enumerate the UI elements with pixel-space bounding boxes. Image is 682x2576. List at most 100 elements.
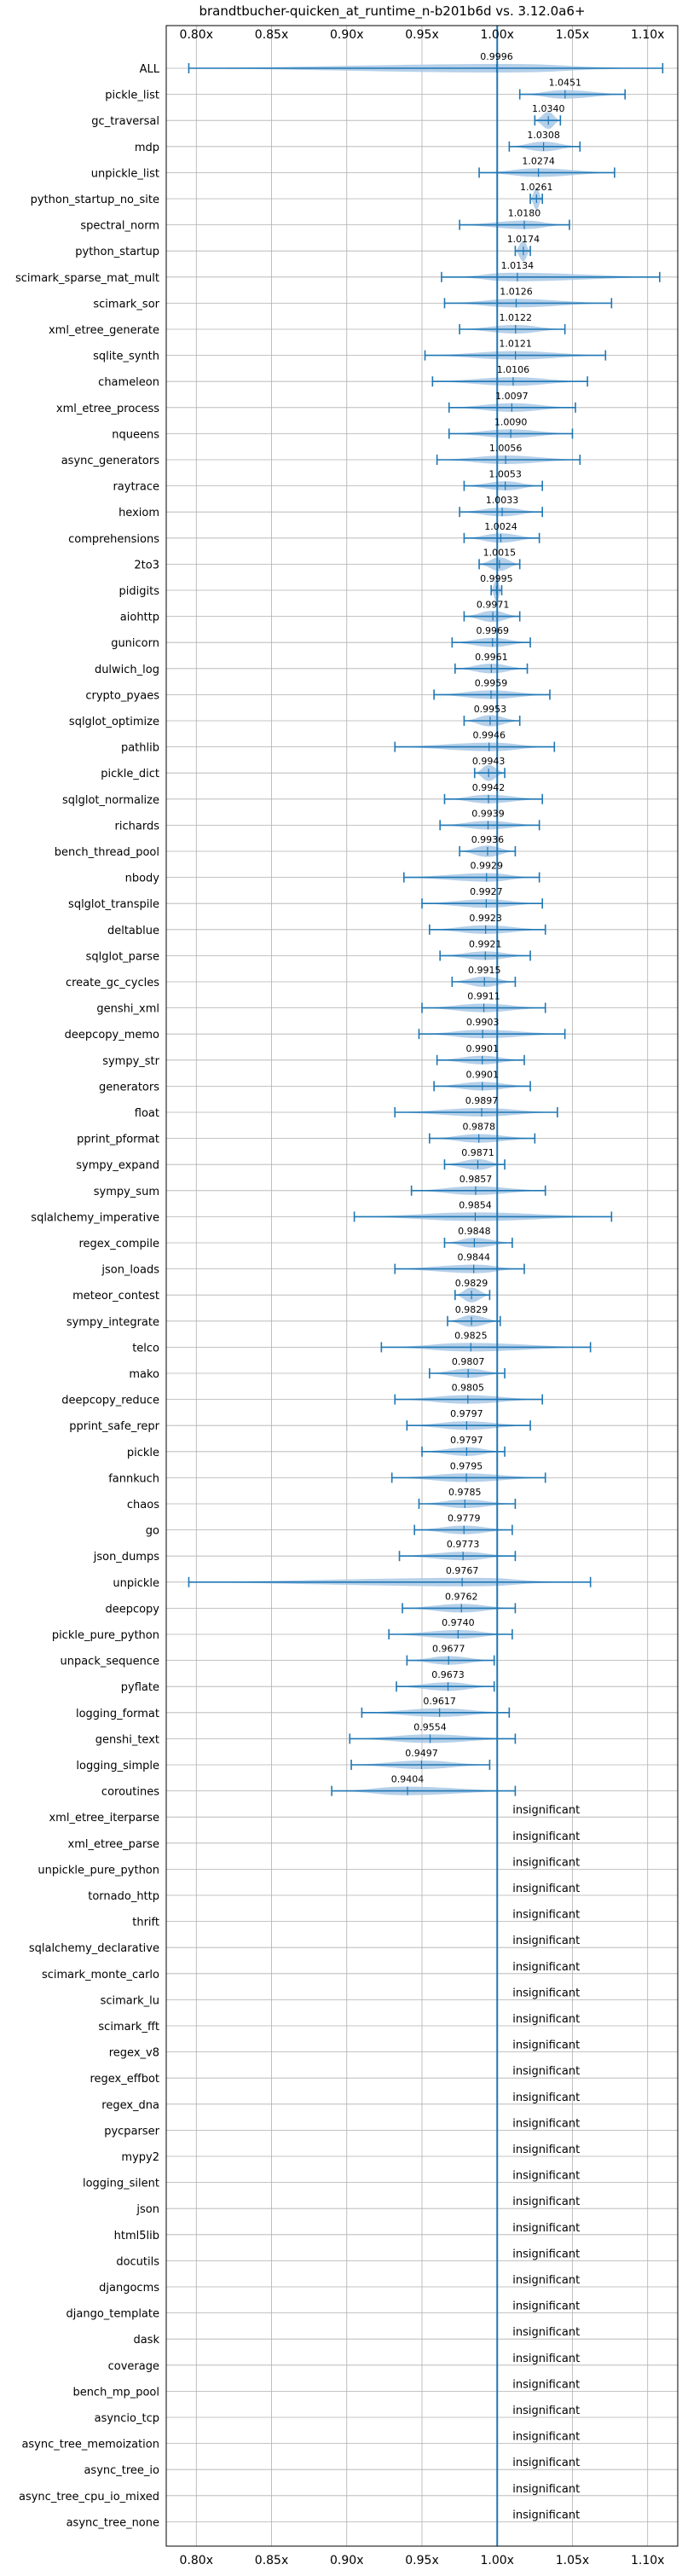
x-tick-label-top: 1.10x <box>631 28 664 42</box>
benchmark-label: scimark_lu <box>101 1994 159 2007</box>
median-value-label: 0.9795 <box>450 1460 483 1471</box>
median-value-label: 0.9844 <box>457 1252 490 1263</box>
benchmark-label: bench_thread_pool <box>55 846 159 859</box>
benchmark-label: xml_etree_generate <box>49 324 159 337</box>
median-value-label: 0.9939 <box>471 808 505 819</box>
benchmark-label: pycparser <box>104 2125 159 2138</box>
benchmark-label: unpack_sequence <box>60 1656 159 1668</box>
median-value-label: 1.0134 <box>501 260 535 271</box>
benchmark-label: pprint_safe_repr <box>69 1420 159 1433</box>
benchmark-label: gc_traversal <box>91 115 159 128</box>
benchmark-label: unpickle <box>113 1577 159 1590</box>
x-tick-label-top: 0.95x <box>405 28 438 42</box>
median-value-label: 1.0024 <box>484 521 517 532</box>
benchmark-label: deepcopy_memo <box>65 1029 159 1041</box>
median-value-label: 0.9923 <box>469 913 502 924</box>
benchmark-label: create_gc_cycles <box>66 977 159 989</box>
median-value-label: 1.0340 <box>532 103 565 114</box>
benchmark-label: sympy_integrate <box>66 1316 159 1329</box>
insignificant-label: insignificant <box>512 2013 580 2026</box>
benchmark-label: django_template <box>66 2308 159 2321</box>
insignificant-label: insignificant <box>512 2092 580 2104</box>
median-value-label: 0.9971 <box>477 600 510 611</box>
plot-frame <box>165 25 679 2547</box>
benchmark-label: deepcopy_reduce <box>61 1395 159 1407</box>
benchmark-label: sqlglot_parse <box>86 950 159 963</box>
insignificant-label: insignificant <box>512 2039 580 2052</box>
x-tick-label-bottom: 0.85x <box>255 2554 288 2567</box>
median-value-label: 1.0180 <box>508 208 541 219</box>
median-value-label: 0.9767 <box>446 1565 479 1576</box>
median-value-label: 1.0033 <box>486 495 519 506</box>
benchmark-label: dulwich_log <box>95 664 159 676</box>
insignificant-label: insignificant <box>512 2248 580 2260</box>
benchmark-label: pickle_dict <box>101 768 159 780</box>
benchmark-label: logging_format <box>76 1708 159 1720</box>
median-value-label: 1.0090 <box>494 416 528 427</box>
benchmark-label: crypto_pyaes <box>85 689 159 702</box>
median-value-label: 0.9929 <box>470 861 503 872</box>
benchmark-label: xml_etree_iterparse <box>49 1812 159 1825</box>
benchmark-label: thrift <box>132 1917 159 1929</box>
median-value-label: 0.9921 <box>469 938 502 949</box>
median-value-label: 0.9829 <box>455 1304 488 1315</box>
benchmark-label: deepcopy <box>105 1603 159 1616</box>
insignificant-label: insignificant <box>512 1987 580 1999</box>
benchmark-label: async_tree_io <box>84 2464 159 2477</box>
benchmark-label: nqueens <box>112 428 159 441</box>
benchmark-label: pickle_pure_python <box>52 1629 159 1642</box>
insignificant-label: insignificant <box>512 1883 580 1895</box>
median-value-label: 0.9927 <box>470 886 503 897</box>
benchmark-label: json_loads <box>101 1264 159 1277</box>
benchmark-label: pidigits <box>119 585 160 598</box>
median-value-label: 0.9942 <box>472 782 506 793</box>
insignificant-label: insignificant <box>512 2457 580 2469</box>
insignificant-label: insignificant <box>512 2405 580 2417</box>
benchmark-label: pyflate <box>121 1681 159 1694</box>
benchmark-label: regex_v8 <box>109 2047 159 2060</box>
benchmark-label: xml_etree_parse <box>68 1838 159 1851</box>
benchmark-label: mdp <box>135 142 159 154</box>
insignificant-label: insignificant <box>512 2300 580 2313</box>
benchmark-label: telco <box>132 1342 159 1355</box>
benchmark-label: dask <box>133 2334 159 2347</box>
insignificant-label: insignificant <box>512 2378 580 2391</box>
benchmark-label: 2to3 <box>134 559 159 571</box>
benchmark-label: async_tree_none <box>66 2516 159 2529</box>
benchmark-label: scimark_sparse_mat_mult <box>15 272 159 285</box>
benchmark-label: unpickle_list <box>91 167 159 180</box>
benchmark-label: xml_etree_process <box>56 403 159 415</box>
median-value-label: 0.9996 <box>480 51 513 62</box>
benchmark-label: regex_compile <box>78 1238 159 1250</box>
median-value-label: 0.9936 <box>471 834 505 845</box>
benchmark-label: fannkuch <box>108 1472 159 1485</box>
benchmark-label: gunicorn <box>111 637 159 650</box>
insignificant-label: insignificant <box>512 2509 580 2521</box>
benchmark-label: genshi_xml <box>96 1003 159 1016</box>
benchmark-label: djangocms <box>99 2282 159 2295</box>
benchmark-label: mako <box>129 1368 159 1381</box>
benchmark-label: raytrace <box>113 481 159 494</box>
median-value-label: 0.9617 <box>423 1696 456 1707</box>
median-value-label: 0.9829 <box>455 1278 488 1289</box>
median-value-label: 0.9943 <box>472 756 506 767</box>
benchmark-label: go <box>146 1525 159 1538</box>
insignificant-label: insignificant <box>512 2353 580 2365</box>
x-tick-label-bottom: 0.90x <box>330 2554 363 2567</box>
median-value-label: 0.9897 <box>465 1095 499 1106</box>
benchmark-label: sympy_expand <box>76 1159 159 1172</box>
median-value-label: 0.9995 <box>480 573 513 584</box>
benchmark-label: sympy_sum <box>94 1186 159 1198</box>
benchmark-label: regex_dna <box>101 2099 159 2112</box>
median-value-label: 1.0106 <box>497 364 530 375</box>
median-value-label: 0.9797 <box>450 1435 483 1446</box>
median-value-label: 0.9673 <box>431 1669 465 1680</box>
median-value-label: 0.9946 <box>472 730 506 741</box>
benchmark-label: regex_effbot <box>90 2073 159 2086</box>
grid <box>166 26 678 2546</box>
median-value-label: 0.9797 <box>450 1408 483 1419</box>
median-value-label: 0.9871 <box>461 1147 494 1158</box>
benchmark-label: logging_silent <box>83 2178 159 2190</box>
insignificant-label: insignificant <box>512 2117 580 2130</box>
benchmark-label: chameleon <box>98 376 159 389</box>
